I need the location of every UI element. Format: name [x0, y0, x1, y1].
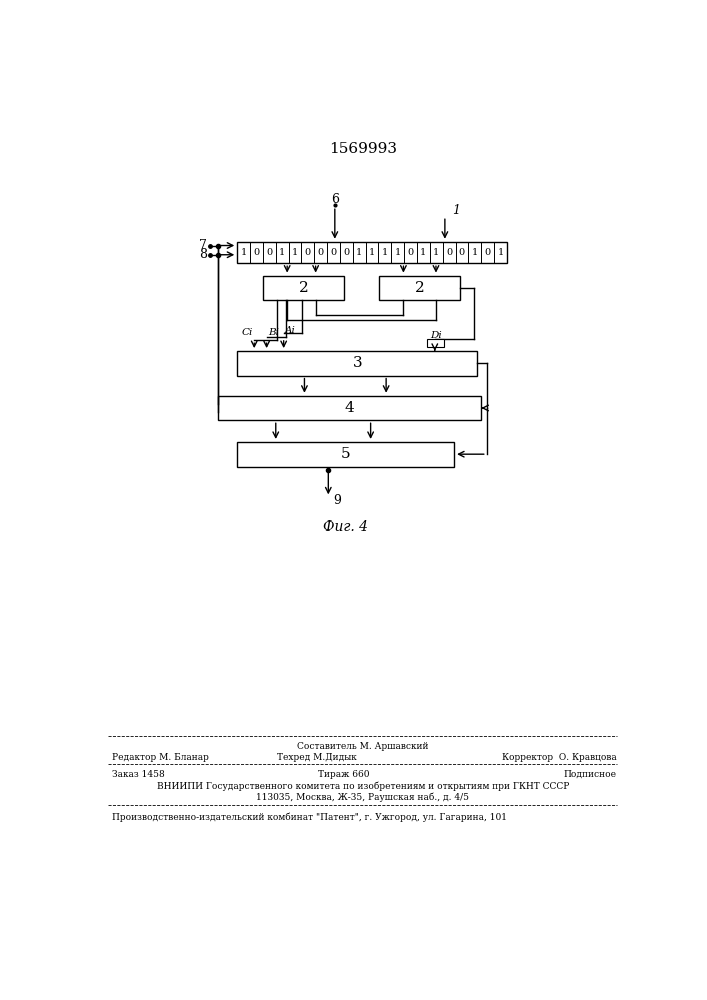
Bar	[237, 351, 477, 376]
Text: 1: 1	[279, 248, 285, 257]
Bar	[379, 276, 460, 300]
Text: Тираж 660: Тираж 660	[318, 770, 370, 779]
Text: 0: 0	[305, 248, 311, 257]
Text: Ai: Ai	[285, 326, 296, 335]
Text: 1569993: 1569993	[329, 142, 397, 156]
Text: Редактор М. Бланар: Редактор М. Бланар	[112, 753, 209, 762]
Text: 0: 0	[459, 248, 465, 257]
Text: 1: 1	[452, 204, 460, 217]
Bar	[237, 242, 507, 263]
Text: 0: 0	[484, 248, 491, 257]
Text: ВНИИПИ Государственного комитета по изобретениям и открытиям при ГКНТ СССР: ВНИИПИ Государственного комитета по изоб…	[156, 781, 569, 791]
Text: Подписное: Подписное	[564, 770, 617, 779]
Text: 0: 0	[317, 248, 324, 257]
Text: 0: 0	[330, 248, 337, 257]
Text: 0: 0	[267, 248, 272, 257]
Text: 4: 4	[345, 401, 354, 415]
Text: 5: 5	[341, 447, 351, 461]
Text: 3: 3	[353, 356, 362, 370]
Text: 2: 2	[415, 281, 425, 295]
Text: Корректор  О. Кравцова: Корректор О. Кравцова	[502, 753, 617, 762]
Text: 2: 2	[298, 281, 308, 295]
Text: 1: 1	[472, 248, 478, 257]
Text: Фиг. 4: Фиг. 4	[323, 520, 368, 534]
Text: 1: 1	[382, 248, 388, 257]
Text: Составитель М. Аршавский: Составитель М. Аршавский	[297, 742, 428, 751]
Text: Техред М.Дидык: Техред М.Дидык	[277, 753, 357, 762]
Text: 0: 0	[344, 248, 349, 257]
Text: 6: 6	[331, 193, 339, 206]
Text: Производственно-издательский комбинат "Патент", г. Ужгород, ул. Гагарина, 101: Производственно-издательский комбинат "П…	[112, 812, 507, 822]
Text: 9: 9	[334, 494, 341, 507]
Text: 1: 1	[497, 248, 503, 257]
Text: 7: 7	[199, 239, 207, 252]
Bar	[263, 276, 344, 300]
Text: 8: 8	[199, 248, 207, 261]
Text: Ci: Ci	[241, 328, 252, 337]
Bar	[218, 396, 481, 420]
Text: 0: 0	[407, 248, 414, 257]
Text: 1: 1	[240, 248, 247, 257]
Text: 0: 0	[253, 248, 259, 257]
Text: 1: 1	[395, 248, 401, 257]
Bar	[427, 339, 444, 347]
Text: 113035, Москва, Ж-35, Раушская наб., д. 4/5: 113035, Москва, Ж-35, Раушская наб., д. …	[256, 793, 469, 802]
Text: 1: 1	[292, 248, 298, 257]
Text: 1: 1	[356, 248, 362, 257]
Bar	[237, 442, 454, 466]
Text: 1: 1	[420, 248, 426, 257]
Text: Di: Di	[430, 331, 441, 340]
Text: 1: 1	[433, 248, 439, 257]
Text: Bi: Bi	[268, 328, 279, 337]
Text: Заказ 1458: Заказ 1458	[112, 770, 164, 779]
Text: 0: 0	[446, 248, 452, 257]
Text: 1: 1	[369, 248, 375, 257]
